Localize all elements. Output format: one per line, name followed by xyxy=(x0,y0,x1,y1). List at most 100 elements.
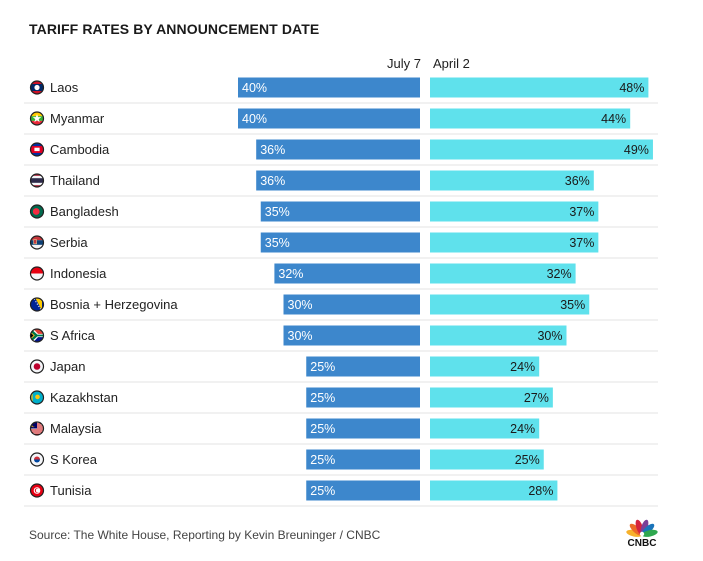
bar-label-july: 35% xyxy=(265,205,290,219)
country-label: Japan xyxy=(50,359,85,374)
chart-row: S Korea 25% 25% xyxy=(24,449,658,476)
country-label: Malaysia xyxy=(50,421,102,436)
chart-row: Malaysia 25% 24% xyxy=(24,418,658,445)
chart-row: Cambodia 36% 49% xyxy=(24,139,658,166)
country-label: Cambodia xyxy=(50,142,110,157)
tunisia-flag-icon xyxy=(29,483,45,498)
bar-april xyxy=(430,294,590,315)
bar-april xyxy=(430,480,558,501)
tariff-chart: July 7 April 2 Laos 40% 48% Myanmar 40% 44% Ca… xyxy=(24,56,658,507)
legend-april: April 2 xyxy=(433,56,470,71)
country-label: S Africa xyxy=(50,328,96,343)
bar-label-july: 36% xyxy=(260,174,285,188)
chart-row: Serbia 35% 37% xyxy=(24,232,658,259)
bar-label-april: 27% xyxy=(524,391,549,405)
chart-row: Tunisia 25% 28% xyxy=(24,480,658,507)
bar-label-july: 25% xyxy=(310,422,335,436)
serbia-flag-icon xyxy=(29,235,45,250)
bar-label-april: 48% xyxy=(619,81,644,95)
country-label: Kazakhstan xyxy=(50,390,118,405)
bar-label-july: 35% xyxy=(265,236,290,250)
country-label: Laos xyxy=(50,80,79,95)
bar-july xyxy=(238,77,420,98)
bar-april xyxy=(430,449,544,470)
bar-july xyxy=(306,480,420,501)
chart-title: TARIFF RATES BY ANNOUNCEMENT DATE xyxy=(29,21,320,37)
bar-label-april: 49% xyxy=(624,143,649,157)
chart-row: Japan 25% 24% xyxy=(24,356,658,383)
bar-july xyxy=(256,170,420,191)
bar-label-april: 35% xyxy=(560,298,585,312)
bar-april xyxy=(430,170,594,191)
bar-july xyxy=(283,294,420,315)
source-note: Source: The White House, Reporting by Ke… xyxy=(29,528,381,542)
bar-label-july: 32% xyxy=(278,267,303,281)
bar-april xyxy=(430,356,540,377)
bar-label-april: 32% xyxy=(547,267,572,281)
country-label: Bangladesh xyxy=(50,204,119,219)
country-label: Indonesia xyxy=(50,266,107,281)
bar-july xyxy=(274,263,420,284)
bar-label-july: 40% xyxy=(242,81,267,95)
japan-flag-icon xyxy=(29,359,45,374)
bar-july xyxy=(256,139,420,160)
bangladesh-flag-icon xyxy=(29,204,45,219)
chart-row: Laos 40% 48% xyxy=(24,77,658,104)
bar-july xyxy=(306,356,420,377)
logo-text: CNBC xyxy=(628,538,657,549)
bar-april xyxy=(430,77,649,98)
bar-july xyxy=(283,325,420,346)
south-korea-flag-icon xyxy=(29,452,45,467)
country-label: S Korea xyxy=(50,452,98,467)
chart-row: Thailand 36% 36% xyxy=(24,170,658,197)
bar-july xyxy=(238,108,420,129)
bar-label-july: 25% xyxy=(310,391,335,405)
bar-april xyxy=(430,201,599,222)
bar-april xyxy=(430,325,567,346)
myanmar-flag-icon xyxy=(29,111,45,126)
thailand-flag-icon xyxy=(29,173,45,188)
bar-july xyxy=(260,232,420,253)
country-label: Serbia xyxy=(50,235,88,250)
bar-label-april: 30% xyxy=(537,329,562,343)
kazakhstan-flag-icon xyxy=(29,390,45,405)
malaysia-flag-icon xyxy=(29,421,45,436)
chart-row: S Africa 30% 30% xyxy=(24,325,658,352)
bar-april xyxy=(430,418,540,439)
bar-july xyxy=(260,201,420,222)
bar-label-april: 37% xyxy=(569,236,594,250)
bar-label-july: 30% xyxy=(288,298,313,312)
bar-july xyxy=(306,418,420,439)
bar-label-july: 30% xyxy=(288,329,313,343)
bar-april xyxy=(430,387,553,408)
chart-row: Bosnia + Herzegovina 30% 35% xyxy=(24,294,658,321)
chart-row: Myanmar 40% 44% xyxy=(24,108,658,135)
bar-july xyxy=(306,387,420,408)
country-label: Bosnia + Herzegovina xyxy=(50,297,178,312)
bar-april xyxy=(430,263,576,284)
bar-label-april: 24% xyxy=(510,422,535,436)
chart-row: Kazakhstan 25% 27% xyxy=(24,387,658,414)
bar-april xyxy=(430,139,653,160)
bar-label-july: 25% xyxy=(310,360,335,374)
bar-april xyxy=(430,108,631,129)
country-label: Myanmar xyxy=(50,111,105,126)
chart-row: Indonesia 32% 32% xyxy=(24,263,658,290)
cnbc-peacock-icon xyxy=(626,519,658,537)
country-label: Thailand xyxy=(50,173,100,188)
bar-label-july: 36% xyxy=(260,143,285,157)
cnbc-logo: CNBC xyxy=(626,519,658,549)
bar-label-july: 25% xyxy=(310,453,335,467)
bar-label-april: 24% xyxy=(510,360,535,374)
bar-label-april: 25% xyxy=(515,453,540,467)
country-label: Tunisia xyxy=(50,483,92,498)
cambodia-flag-icon xyxy=(29,142,45,157)
bar-label-april: 37% xyxy=(569,205,594,219)
bar-july xyxy=(306,449,420,470)
bar-april xyxy=(430,232,599,253)
legend-july: July 7 xyxy=(387,56,421,71)
bar-label-july: 25% xyxy=(310,484,335,498)
bar-label-july: 40% xyxy=(242,112,267,126)
bosnia-flag-icon xyxy=(29,297,45,312)
bar-label-april: 44% xyxy=(601,112,626,126)
